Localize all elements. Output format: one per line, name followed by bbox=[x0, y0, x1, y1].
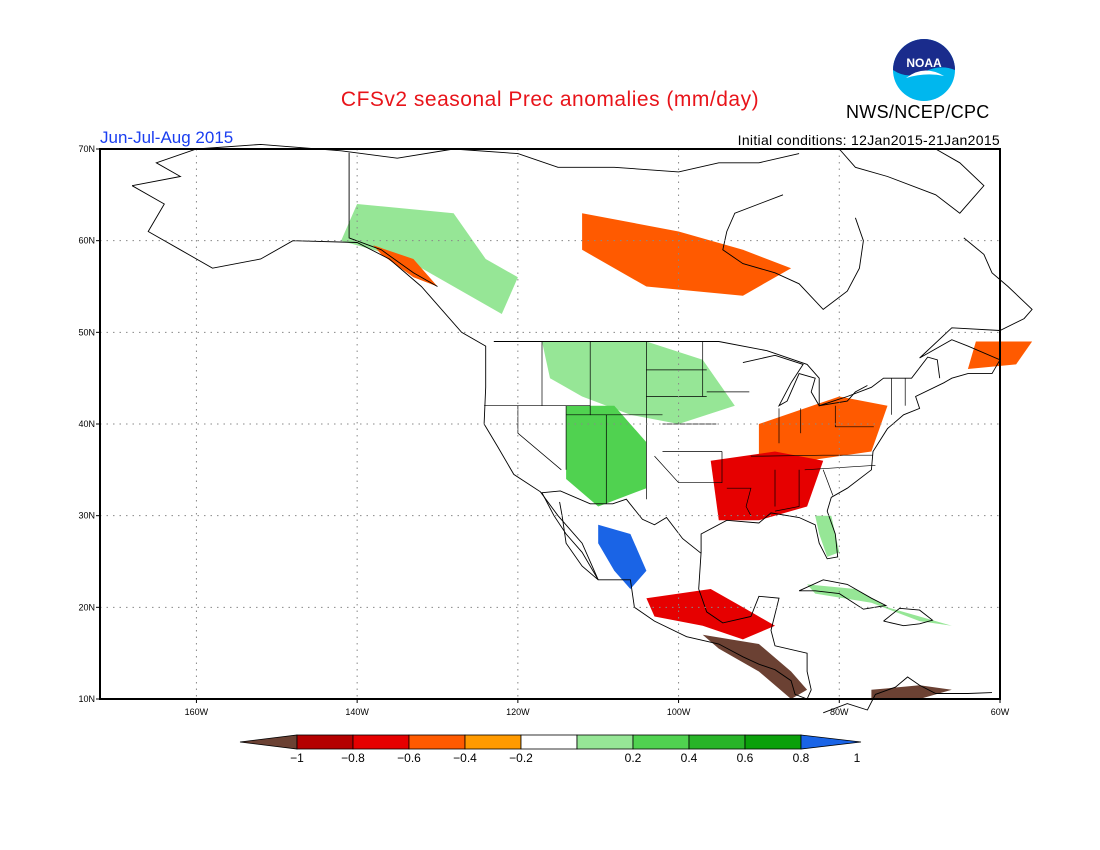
state-border bbox=[804, 464, 876, 471]
colorbar-arrow-low bbox=[239, 734, 298, 750]
colorbar-box bbox=[408, 734, 466, 750]
colorbar-arrow-high bbox=[800, 734, 862, 750]
coastline-us-mexico-border bbox=[541, 490, 702, 554]
lat-tick-label: 50N bbox=[78, 327, 95, 337]
coastline-hudson-bay-coast bbox=[722, 194, 864, 311]
colorbar-label: −0.6 bbox=[397, 751, 421, 765]
colorbar-box bbox=[632, 734, 690, 750]
lat-tick-label: 40N bbox=[78, 419, 95, 429]
organization-label: NWS/NCEP/CPC bbox=[846, 102, 990, 122]
coastline-us-canada-border bbox=[493, 341, 941, 407]
anomaly-region-hudson-bay bbox=[582, 213, 792, 296]
colorbar-box bbox=[576, 734, 634, 750]
anomaly-region-ohio-valley bbox=[758, 396, 888, 461]
lon-tick-label: 80W bbox=[830, 707, 849, 717]
colorbar-box bbox=[520, 734, 578, 750]
colorbar-label: −0.2 bbox=[509, 751, 533, 765]
lon-tick-label: 120W bbox=[506, 707, 530, 717]
coastline-alaska-border bbox=[348, 152, 438, 287]
lon-tick-label: 160W bbox=[185, 707, 209, 717]
anomaly-region-northern-south-america bbox=[871, 685, 952, 699]
coastline-cuba bbox=[798, 579, 888, 610]
coastline-baja bbox=[541, 492, 599, 581]
lon-tick-label: 100W bbox=[667, 707, 691, 717]
colorbar-box bbox=[688, 734, 746, 750]
anomaly-region-western-mexico bbox=[598, 524, 647, 589]
coastline-great-lakes bbox=[742, 354, 868, 407]
colorbar-label: 1 bbox=[854, 751, 861, 765]
state-border bbox=[517, 405, 562, 471]
colorbar-label: 0.8 bbox=[793, 751, 810, 765]
coastline-south-america bbox=[823, 676, 993, 714]
anomaly-region-caribbean bbox=[807, 584, 952, 626]
colorbar-label: 0.2 bbox=[625, 751, 642, 765]
colorbar-label: −0.8 bbox=[341, 751, 365, 765]
anomaly-region-central-america bbox=[702, 634, 808, 699]
lat-tick-label: 10N bbox=[78, 694, 95, 704]
colorbar-label: 0.4 bbox=[681, 751, 698, 765]
state-border bbox=[750, 454, 873, 457]
anomaly-region-northwest-canada bbox=[341, 204, 518, 314]
lat-tick-label: 70N bbox=[78, 144, 95, 154]
anomaly-region-southeast-us bbox=[710, 451, 824, 521]
colorbar-label: −0.4 bbox=[453, 751, 477, 765]
colorbar-box bbox=[744, 734, 802, 750]
lat-tick-label: 30N bbox=[78, 511, 95, 521]
axis-ticks: 160W 140W 120W 100W 80W 60W 10N 20N 30N 40N 50N 60N… bbox=[78, 144, 1009, 717]
state-border bbox=[654, 451, 723, 484]
lat-lon-grid bbox=[100, 149, 1000, 699]
state-border bbox=[726, 487, 752, 516]
coastline-baffin-coast bbox=[838, 148, 985, 214]
lat-tick-label: 60N bbox=[78, 236, 95, 246]
lon-tick-label: 140W bbox=[345, 707, 369, 717]
lon-tick-label: 60W bbox=[991, 707, 1010, 717]
initial-conditions-label: Initial conditions: 12Jan2015-21Jan2015 bbox=[737, 132, 1000, 148]
state-border bbox=[774, 469, 800, 512]
state-border bbox=[822, 469, 834, 496]
coastline-hispaniola bbox=[883, 607, 934, 627]
state-border bbox=[834, 405, 874, 428]
coastline-north-america-coast bbox=[131, 185, 808, 700]
colorbar-label: 0.6 bbox=[737, 751, 754, 765]
coastline-gulf-coast bbox=[698, 237, 1033, 700]
noaa-logo-icon: NOAA bbox=[893, 39, 955, 101]
anomaly-region-florida bbox=[815, 515, 840, 557]
map-title: CFSv2 seasonal Prec anomalies (mm/day) bbox=[340, 88, 760, 111]
colorbar-label: −1 bbox=[290, 751, 304, 765]
noaa-logo-text: NOAA bbox=[906, 56, 942, 70]
colorbar-box bbox=[296, 734, 354, 750]
colorbar-box bbox=[352, 734, 410, 750]
colorbar-box bbox=[464, 734, 522, 750]
season-label: Jun-Jul-Aug 2015 bbox=[100, 128, 234, 147]
colorbar: −1 −0.8 −0.6 −0.4 −0.2 0.2 0.4 0.6 0.8 1 bbox=[239, 734, 862, 765]
lat-tick-label: 20N bbox=[78, 602, 95, 612]
coastline-arctic-coast bbox=[132, 143, 800, 187]
